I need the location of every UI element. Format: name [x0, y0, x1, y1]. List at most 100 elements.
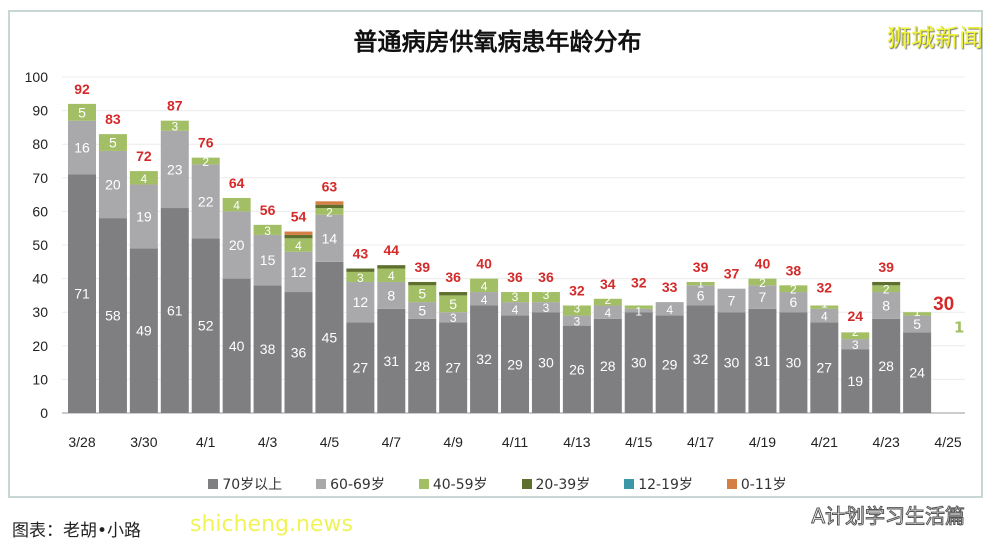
- segment-label: 5: [913, 316, 921, 332]
- segment-label: 3: [264, 224, 271, 238]
- bar-segment: [717, 312, 746, 413]
- bar-segment: [346, 271, 375, 282]
- legend-swatch: [418, 479, 429, 489]
- bar-segment: [593, 305, 622, 319]
- bar-segment: [686, 285, 715, 306]
- x-tick-label: 4/13: [563, 434, 590, 450]
- segment-label: 12: [291, 264, 307, 280]
- bar-segment: [779, 312, 808, 413]
- segment-label: 3: [574, 315, 581, 329]
- bar-segment: [779, 292, 808, 313]
- segment-label: 1: [914, 305, 921, 319]
- x-tick-label: 3/30: [130, 434, 157, 450]
- brand-logo: 狮城新闻: [887, 24, 983, 52]
- segment-label: 20: [229, 237, 245, 253]
- total-label: 39: [414, 259, 430, 275]
- x-tick-label: 4/15: [625, 434, 652, 450]
- segment-label: 8: [387, 287, 395, 303]
- x-tick-label: 4/19: [749, 434, 776, 450]
- bar-segment: [686, 305, 715, 413]
- segment-label: 30: [786, 355, 802, 371]
- bar-segment: [284, 292, 313, 413]
- segment-label: 1: [697, 276, 704, 290]
- segment-label: 4: [512, 303, 519, 317]
- x-tick-label: 4/17: [687, 434, 714, 450]
- bar-segment: [346, 322, 375, 413]
- segment-label: 14: [322, 230, 338, 246]
- bar-segment: [624, 308, 653, 313]
- segment-label: 61: [167, 303, 183, 319]
- bar-segment: [68, 103, 96, 121]
- bar-segment: [470, 292, 499, 306]
- segment-label: 29: [507, 356, 523, 372]
- segment-label: 3: [357, 271, 364, 285]
- bar-segment: [872, 318, 901, 413]
- total-label: 36: [445, 269, 461, 285]
- total-label: 40: [476, 256, 492, 272]
- segment-label: 2: [883, 283, 890, 297]
- segment-label: 16: [74, 140, 90, 156]
- bar-segment: [903, 332, 932, 413]
- legend-swatch: [521, 479, 532, 489]
- segment-label: 29: [662, 356, 678, 372]
- chart-title: 普通病房供氧病患年龄分布: [353, 28, 642, 56]
- y-tick-label: 80: [32, 136, 48, 152]
- y-tick-label: 60: [32, 203, 48, 219]
- legend-item: 60-69岁: [316, 474, 385, 494]
- y-tick-label: 40: [32, 271, 48, 287]
- bar-segment: [191, 164, 220, 239]
- segment-label: 20: [105, 177, 121, 193]
- segment-label: 3: [852, 338, 859, 352]
- segment-label: 19: [847, 373, 863, 389]
- segment-label: 40: [229, 338, 245, 354]
- bar-segment: [315, 214, 344, 262]
- bar-segment: [222, 278, 251, 413]
- total-label: 36: [538, 269, 554, 285]
- bar-segment: [253, 224, 282, 235]
- bar-segment: [470, 278, 499, 293]
- bar-segment: [346, 268, 375, 272]
- total-label: 83: [105, 111, 121, 127]
- bar-segment: [98, 150, 127, 219]
- bar-segment: [655, 315, 684, 413]
- bar-segment: [872, 281, 901, 286]
- legend-swatch: [624, 479, 635, 489]
- segment-label: 2: [790, 283, 797, 297]
- bar-segment: [593, 318, 622, 413]
- bar-segment: [841, 332, 870, 340]
- bar-segment: [315, 208, 344, 215]
- segment-label: 28: [600, 358, 616, 374]
- bar-segment: [562, 315, 591, 326]
- y-tick-label: 50: [32, 237, 48, 253]
- bar-segment: [748, 278, 777, 286]
- segment-label: 45: [322, 329, 338, 345]
- y-tick-label: 10: [32, 371, 48, 387]
- legend-item: 70岁以上: [208, 474, 282, 494]
- legend-item: 40-59岁: [418, 474, 488, 494]
- bar-segment: [501, 315, 530, 413]
- bar-segment: [810, 308, 839, 323]
- total-label: 39: [878, 259, 894, 275]
- bar-segment: [841, 339, 870, 350]
- bar-segment: [160, 130, 189, 209]
- segment-label: 30: [538, 355, 554, 371]
- total-label: 36: [507, 269, 523, 285]
- x-tick-label: 4/7: [382, 434, 402, 450]
- legend-label: 70岁以上: [222, 477, 283, 493]
- bar-segment: [439, 322, 468, 413]
- segment-label: 32: [693, 351, 709, 367]
- legend-label: 12-19岁: [638, 477, 693, 493]
- total-label: 44: [384, 242, 400, 258]
- total-label: 39: [693, 259, 709, 275]
- segment-label: 23: [167, 161, 183, 177]
- segment-label: 5: [418, 286, 426, 302]
- legend-label: 60-69岁: [330, 477, 385, 493]
- segment-label: 49: [136, 323, 152, 339]
- segment-label: 15: [260, 252, 276, 268]
- bar-segment: [129, 248, 158, 413]
- bar-segment: [408, 281, 437, 286]
- segment-label: 4: [821, 310, 828, 324]
- legend-swatch: [208, 479, 219, 489]
- total-label: 24: [847, 308, 863, 324]
